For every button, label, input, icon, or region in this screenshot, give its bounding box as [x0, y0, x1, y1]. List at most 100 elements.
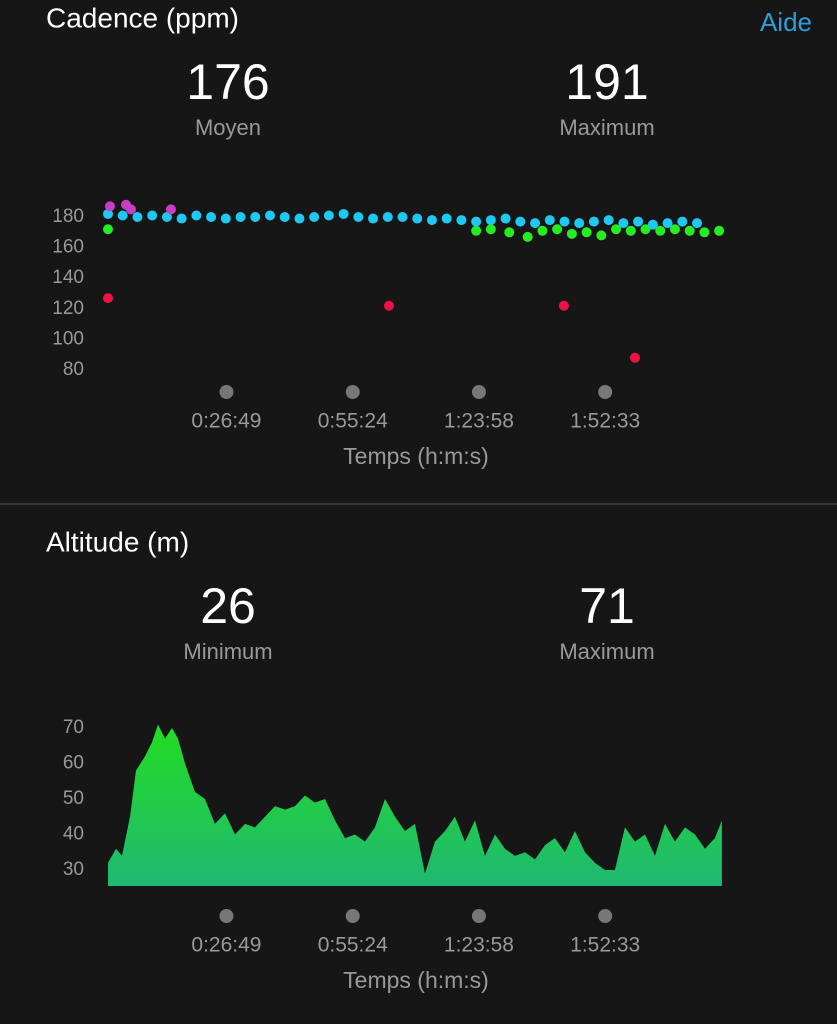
x-tick-mark	[598, 909, 613, 923]
stat-label: Minimum	[183, 639, 272, 664]
data-point	[629, 352, 640, 363]
data-point	[456, 215, 467, 226]
data-point	[383, 300, 394, 311]
y-tick-label: 120	[52, 298, 84, 319]
data-point	[677, 216, 688, 227]
data-point	[485, 224, 496, 235]
data-point	[165, 204, 176, 215]
data-point	[279, 212, 290, 223]
data-point	[500, 213, 511, 224]
y-tick-label: 180	[52, 206, 84, 227]
stat-label: Maximum	[559, 115, 654, 140]
data-point	[640, 224, 651, 235]
x-axis-label: Temps (h:m:s)	[343, 443, 489, 469]
data-point	[485, 215, 496, 226]
y-tick-label: 70	[63, 717, 84, 738]
x-axis-label: Temps (h:m:s)	[343, 967, 489, 993]
data-point	[382, 212, 393, 223]
x-tick-label: 0:26:49	[191, 934, 261, 957]
data-point	[581, 227, 592, 238]
data-point	[235, 212, 246, 223]
data-point	[441, 213, 452, 224]
data-point	[147, 210, 158, 221]
data-point	[323, 210, 334, 221]
data-point	[264, 210, 275, 221]
data-point	[662, 218, 673, 229]
data-point	[574, 218, 585, 229]
x-tick-label: 1:52:33	[570, 410, 640, 433]
data-point	[191, 210, 202, 221]
data-point	[655, 225, 666, 236]
data-point	[103, 224, 113, 235]
data-point	[206, 212, 217, 223]
data-point	[552, 224, 563, 235]
x-tick-label: 1:52:33	[570, 934, 640, 957]
y-tick-label: 50	[63, 788, 84, 809]
data-point	[559, 216, 570, 227]
data-point	[338, 208, 349, 219]
data-point	[530, 218, 541, 229]
chart-title: Cadence (ppm)	[46, 2, 239, 33]
data-point	[368, 213, 379, 224]
data-point	[611, 224, 622, 235]
x-tick-mark	[345, 909, 360, 923]
data-point	[515, 216, 526, 227]
data-point	[537, 225, 548, 236]
x-tick-label: 0:55:24	[318, 934, 388, 957]
stat-value: 191	[565, 54, 648, 110]
data-point	[309, 212, 320, 223]
data-point	[471, 216, 482, 227]
data-point	[176, 213, 187, 224]
help-link[interactable]: Aide	[760, 7, 812, 37]
data-point	[426, 215, 437, 226]
data-point	[161, 212, 172, 223]
data-point	[692, 218, 703, 229]
data-point	[618, 218, 629, 229]
x-tick-mark	[219, 385, 234, 399]
data-point	[596, 230, 607, 241]
data-point	[220, 213, 231, 224]
data-point	[104, 201, 115, 212]
data-point	[699, 227, 710, 238]
y-tick-label: 160	[52, 237, 84, 258]
data-point	[588, 216, 599, 227]
data-point	[125, 204, 136, 215]
chart-title: Altitude (m)	[46, 526, 189, 557]
x-tick-mark	[471, 385, 486, 399]
data-point	[522, 231, 533, 242]
stat-value: 26	[200, 578, 256, 634]
stat-value: 71	[579, 578, 635, 634]
data-point	[471, 225, 482, 236]
x-tick-mark	[598, 385, 613, 399]
stat-label: Maximum	[559, 639, 654, 664]
data-point	[132, 212, 143, 223]
x-tick-label: 0:26:49	[191, 410, 261, 433]
y-tick-label: 40	[63, 824, 84, 845]
data-point	[397, 212, 408, 223]
data-point	[566, 228, 577, 239]
data-point	[412, 213, 423, 224]
stat-label: Moyen	[195, 115, 261, 140]
x-tick-label: 1:23:58	[444, 410, 514, 433]
data-point	[504, 227, 515, 238]
data-point	[544, 215, 555, 226]
y-tick-label: 140	[52, 267, 84, 288]
data-point	[294, 213, 305, 224]
data-point	[103, 208, 113, 219]
y-tick-label: 100	[52, 328, 84, 349]
data-point	[558, 300, 569, 311]
stat-value: 176	[186, 54, 269, 110]
data-point	[647, 219, 658, 230]
data-point	[669, 224, 680, 235]
data-point	[250, 212, 261, 223]
data-point	[625, 225, 636, 236]
y-tick-label: 80	[63, 359, 84, 380]
data-point	[103, 293, 113, 304]
data-point	[353, 212, 364, 223]
y-tick-label: 30	[63, 859, 84, 880]
area	[108, 724, 722, 886]
x-tick-label: 1:23:58	[444, 934, 514, 957]
x-tick-mark	[219, 909, 234, 923]
